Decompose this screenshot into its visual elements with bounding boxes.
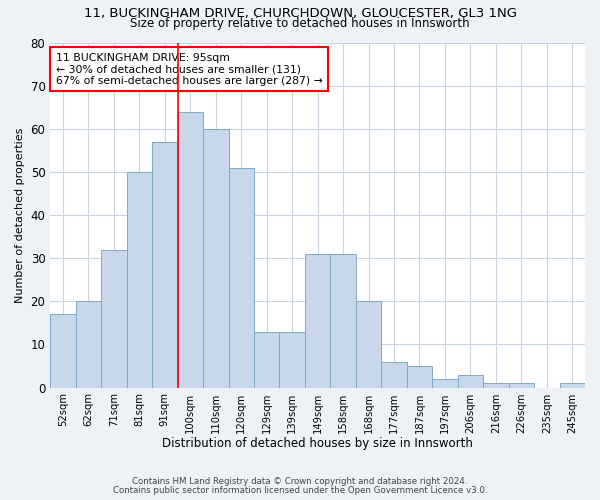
X-axis label: Distribution of detached houses by size in Innsworth: Distribution of detached houses by size … bbox=[162, 437, 473, 450]
Bar bbox=[254, 332, 280, 388]
Bar bbox=[483, 384, 509, 388]
Text: 11 BUCKINGHAM DRIVE: 95sqm
← 30% of detached houses are smaller (131)
67% of sem: 11 BUCKINGHAM DRIVE: 95sqm ← 30% of deta… bbox=[56, 53, 322, 86]
Bar bbox=[127, 172, 152, 388]
Bar bbox=[331, 254, 356, 388]
Bar bbox=[76, 302, 101, 388]
Bar bbox=[382, 362, 407, 388]
Bar bbox=[560, 384, 585, 388]
Bar bbox=[178, 112, 203, 388]
Text: 11, BUCKINGHAM DRIVE, CHURCHDOWN, GLOUCESTER, GL3 1NG: 11, BUCKINGHAM DRIVE, CHURCHDOWN, GLOUCE… bbox=[83, 8, 517, 20]
Bar bbox=[407, 366, 432, 388]
Bar bbox=[509, 384, 534, 388]
Bar bbox=[280, 332, 305, 388]
Bar bbox=[203, 129, 229, 388]
Bar bbox=[101, 250, 127, 388]
Bar bbox=[50, 314, 76, 388]
Bar bbox=[152, 142, 178, 388]
Bar bbox=[305, 254, 331, 388]
Text: Size of property relative to detached houses in Innsworth: Size of property relative to detached ho… bbox=[130, 18, 470, 30]
Bar bbox=[356, 302, 382, 388]
Y-axis label: Number of detached properties: Number of detached properties bbox=[15, 128, 25, 302]
Text: Contains public sector information licensed under the Open Government Licence v3: Contains public sector information licen… bbox=[113, 486, 487, 495]
Bar bbox=[229, 168, 254, 388]
Bar bbox=[432, 379, 458, 388]
Bar bbox=[458, 374, 483, 388]
Text: Contains HM Land Registry data © Crown copyright and database right 2024.: Contains HM Land Registry data © Crown c… bbox=[132, 477, 468, 486]
